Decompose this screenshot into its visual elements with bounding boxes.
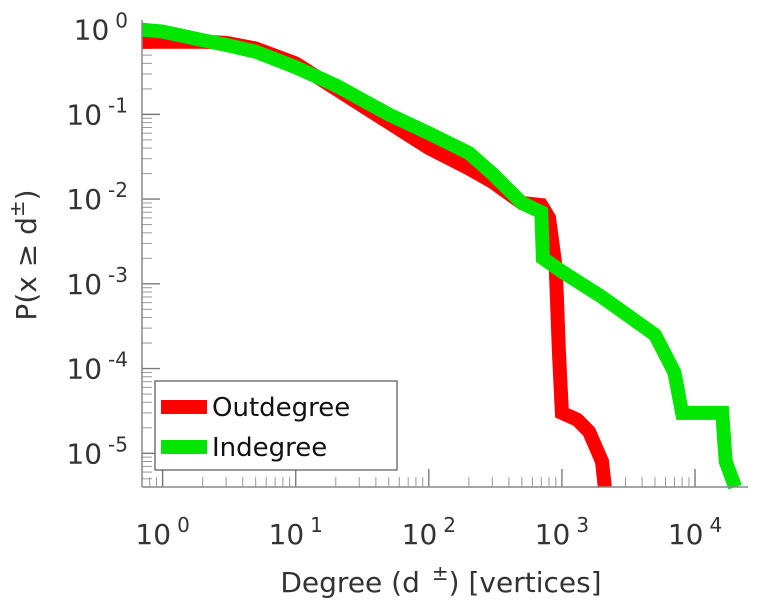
y-tick-label: 10 0 [74, 9, 128, 47]
x-tick-label: 10 0 [135, 513, 189, 551]
x-tick-label: 10 1 [269, 513, 323, 551]
x-tick-label: 10 2 [402, 513, 456, 551]
x-axis-label-suffix: ) [vertices] [449, 566, 602, 599]
y-axis-label-main: P(x ≥ d [10, 217, 43, 320]
legend: Outdegree Indegree [154, 380, 398, 471]
y-tick-label: 10 -3 [66, 263, 128, 301]
x-tick-labels: 10 0 10 1 10 2 10 3 10 4 [135, 513, 722, 551]
x-axis-label: Degree (d ±) [vertices] [280, 561, 601, 599]
y-tick-label: 10 -4 [66, 348, 128, 386]
x-axis-label-main: Degree (d [280, 566, 420, 599]
y-tick-label: 10 -2 [66, 178, 128, 216]
x-tick-label: 10 3 [535, 513, 589, 551]
series-line-indegree [141, 22, 742, 490]
x-tick-label: 10 4 [668, 513, 722, 551]
legend-label-outdegree: Outdegree [212, 393, 350, 423]
y-axis-label-sup: ± [5, 200, 29, 217]
y-axis-label-suffix: ) [10, 189, 43, 200]
x-axis-label-sup: ± [432, 561, 449, 585]
legend-box [154, 380, 398, 471]
legend-label-indegree: Indegree [212, 433, 327, 463]
y-tick-label: 10 -1 [66, 93, 128, 131]
y-tick-label: 10 -5 [66, 432, 128, 470]
series-layer [141, 22, 742, 490]
y-axis-label: P(x ≥ d±) [5, 189, 43, 320]
